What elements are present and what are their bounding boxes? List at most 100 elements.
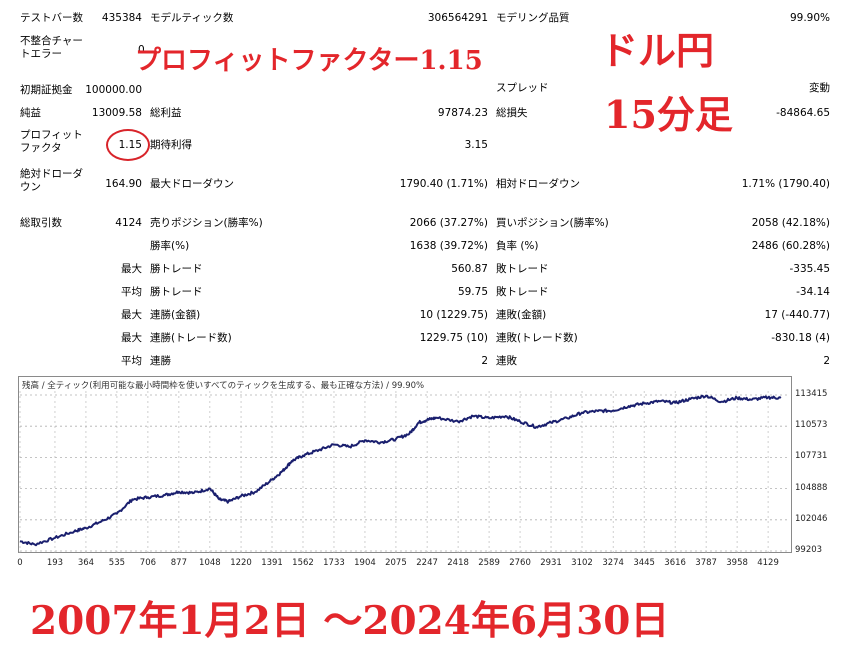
average-label: 平均 [121,286,142,298]
timeframe-overlay: 15分足 [604,92,733,137]
spread-value: 変動 [809,82,830,94]
relative-drawdown-label: 相対ドローダウン [496,178,580,190]
largest-loss-label: 敗トレード [496,263,549,275]
x-tick-label: 1904 [354,558,376,568]
profit-factor-overlay: プロフィットファクター1.15 [135,46,483,76]
bars-label: テストバー数 [20,12,83,24]
win-rate-value: 1638 (39.72%) [409,240,488,252]
balance-chart-frame [18,376,792,553]
quality-label: モデリング品質 [496,12,570,24]
maximal-drawdown-value: 1790.40 (1.71%) [399,178,488,190]
y-tick-label: 99203 [795,545,823,555]
x-tick-label: 3445 [633,558,655,568]
x-tick-label: 3787 [695,558,717,568]
loss-rate-label: 負率 (%) [496,240,539,252]
spread-label: スプレッド [496,82,549,94]
average-loss-label: 敗トレード [496,286,549,298]
consecutive-losses-money-label: 連敗(金額) [496,309,547,321]
currency-pair-overlay: ドル円 [600,28,715,73]
y-tick-label: 110573 [795,420,828,431]
x-tick-label: 877 [170,558,188,568]
bars-value: 435384 [101,12,142,24]
x-tick-label: 1048 [199,558,221,568]
long-positions-value: 2058 (42.18%) [751,217,830,229]
gross-loss-value: -84864.65 [776,107,830,119]
avg-consecutive-wins-label: 連勝 [150,355,171,367]
absolute-drawdown-value: 164.90 [105,178,142,190]
y-tick-label: 102046 [795,513,828,524]
highlight-circle [106,129,150,161]
largest-loss-value: -335.45 [789,263,830,275]
max-label: 最大 [121,263,142,275]
quality-value: 99.90% [789,12,830,24]
y-tick-label: 113415 [795,389,828,399]
x-tick-label: 1391 [261,558,283,568]
consecutive-wins-trades-value: 1229.75 (10) [419,332,488,344]
x-tick-label: 535 [108,558,126,568]
average-win-label: 勝トレード [150,286,203,298]
consecutive-losses-trades-value: -830.18 (4) [771,332,830,344]
avg-consecutive-losses-value: 2 [823,355,830,367]
expected-payoff-label: 期待利得 [150,139,192,151]
short-positions-value: 2066 (37.27%) [409,217,488,229]
avg-consecutive-wins-value: 2 [481,355,488,367]
average-win-value: 59.75 [457,286,488,298]
absolute-drawdown-label: 絶対ドローダウン [20,168,83,193]
x-tick-label: 3958 [726,558,748,568]
largest-win-value: 560.87 [451,263,488,275]
x-tick-label: 2075 [385,558,407,568]
average-label-2: 平均 [121,355,142,367]
relative-drawdown-value: 1.71% (1790.40) [741,178,830,190]
gross-profit-value: 97874.23 [437,107,488,119]
consecutive-wins-money-value: 10 (1229.75) [419,309,488,321]
gross-profit-label: 総利益 [150,107,182,119]
largest-win-label: 勝トレード [150,263,203,275]
x-tick-label: 2589 [478,558,500,568]
gross-loss-label: 総損失 [496,107,528,119]
maximal-drawdown-label: 最大ドローダウン [150,178,234,190]
x-tick-label: 364 [77,558,95,568]
y-tick-label: 107731 [795,451,828,462]
deposit-label: 初期証拠金 [20,84,73,96]
profit-factor-label: プロフィットファクタ [20,129,83,154]
avg-consecutive-losses-label: 連敗 [496,355,517,367]
average-loss-value: -34.14 [796,286,830,298]
max-label-3: 最大 [121,332,142,344]
x-tick-label: 0 [17,558,23,568]
deposit-value: 100000.00 [85,84,142,96]
long-positions-label: 買いポジション(勝率%) [496,217,609,229]
x-tick-label: 706 [139,558,157,568]
consecutive-wins-trades-label: 連勝(トレード数) [150,332,232,344]
consecutive-losses-money-value: 17 (-440.77) [764,309,830,321]
x-tick-label: 3102 [571,558,593,568]
x-tick-label: 3616 [664,558,686,568]
consecutive-losses-trades-label: 連敗(トレード数) [496,332,578,344]
ticks-value: 306564291 [427,12,488,24]
short-positions-label: 売りポジション(勝率%) [150,217,263,229]
net-profit-label: 純益 [20,107,41,119]
ticks-label: モデルティック数 [150,12,234,24]
max-label-2: 最大 [121,309,142,321]
x-tick-label: 1220 [230,558,252,568]
x-tick-label: 2247 [416,558,438,568]
x-tick-label: 3274 [602,558,624,568]
consecutive-wins-money-label: 連勝(金額) [150,309,201,321]
net-profit-value: 13009.58 [91,107,142,119]
expected-payoff-value: 3.15 [464,139,488,151]
x-tick-label: 193 [46,558,64,568]
total-trades-label: 総取引数 [20,217,62,229]
mismatch-label: 不整合チャートエラー [20,35,83,60]
x-tick-label: 1733 [323,558,345,568]
x-tick-label: 2760 [509,558,531,568]
period-overlay: 2007年1月2日 ～2024年6月30日 [30,598,670,644]
mismatch-value: 0 [138,44,145,56]
y-tick-label: 104888 [795,482,828,493]
x-tick-label: 1562 [292,558,314,568]
x-tick-label: 4129 [757,558,779,568]
loss-rate-value: 2486 (60.28%) [751,240,830,252]
x-tick-label: 2418 [447,558,469,568]
win-rate-label: 勝率(%) [150,240,190,252]
total-trades-value: 4124 [115,217,142,229]
x-tick-label: 2931 [540,558,562,568]
chart-title: 残高 / 全ティック(利用可能な最小時間枠を使いすべてのティックを生成する、最も… [22,381,425,391]
